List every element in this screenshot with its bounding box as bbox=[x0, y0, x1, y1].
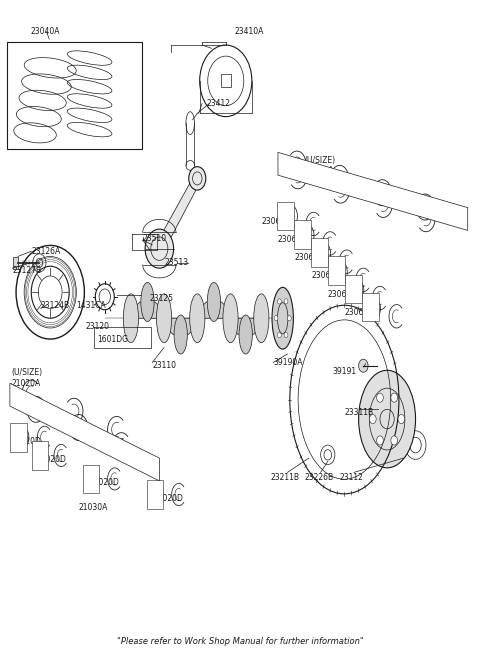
FancyBboxPatch shape bbox=[362, 293, 380, 321]
Text: 39191: 39191 bbox=[333, 367, 357, 376]
Circle shape bbox=[377, 393, 384, 402]
Circle shape bbox=[284, 333, 288, 338]
Ellipse shape bbox=[123, 294, 138, 342]
Text: 23060B: 23060B bbox=[278, 235, 307, 244]
Text: 23060B: 23060B bbox=[295, 253, 324, 262]
FancyBboxPatch shape bbox=[328, 256, 345, 285]
Text: 23410A: 23410A bbox=[235, 27, 264, 36]
Polygon shape bbox=[154, 178, 202, 249]
Ellipse shape bbox=[141, 283, 154, 321]
Text: 23125: 23125 bbox=[150, 295, 174, 303]
Text: 23120: 23120 bbox=[86, 321, 110, 331]
Text: 23060B: 23060B bbox=[261, 217, 291, 226]
Text: 23124B: 23124B bbox=[41, 300, 70, 310]
Circle shape bbox=[277, 333, 281, 338]
Circle shape bbox=[398, 415, 405, 424]
Text: 21020D: 21020D bbox=[12, 437, 41, 445]
FancyBboxPatch shape bbox=[311, 238, 328, 267]
FancyBboxPatch shape bbox=[11, 423, 26, 451]
Text: 21020D: 21020D bbox=[90, 478, 120, 487]
Circle shape bbox=[391, 393, 397, 402]
Polygon shape bbox=[156, 318, 205, 335]
FancyBboxPatch shape bbox=[13, 257, 18, 269]
Text: 21020D: 21020D bbox=[37, 455, 67, 464]
Ellipse shape bbox=[190, 294, 205, 342]
Text: 23311B: 23311B bbox=[344, 408, 373, 417]
Text: 39190A: 39190A bbox=[273, 358, 303, 367]
Text: 23060B: 23060B bbox=[328, 290, 357, 298]
Circle shape bbox=[391, 436, 397, 445]
Text: 23060B: 23060B bbox=[344, 308, 374, 317]
Text: 23040A: 23040A bbox=[31, 27, 60, 36]
FancyBboxPatch shape bbox=[294, 220, 311, 249]
FancyBboxPatch shape bbox=[345, 275, 362, 303]
Circle shape bbox=[377, 436, 384, 445]
Circle shape bbox=[189, 167, 206, 190]
Text: 23513: 23513 bbox=[164, 258, 188, 268]
Ellipse shape bbox=[174, 315, 187, 354]
Text: 23112: 23112 bbox=[340, 473, 363, 482]
Ellipse shape bbox=[254, 294, 269, 342]
Circle shape bbox=[284, 298, 288, 304]
Text: 23211B: 23211B bbox=[271, 473, 300, 482]
Circle shape bbox=[288, 316, 291, 321]
FancyBboxPatch shape bbox=[83, 464, 99, 493]
Circle shape bbox=[370, 415, 376, 424]
FancyBboxPatch shape bbox=[32, 441, 48, 470]
Text: 23127B: 23127B bbox=[12, 266, 41, 276]
Ellipse shape bbox=[156, 294, 172, 342]
FancyBboxPatch shape bbox=[147, 480, 163, 509]
Text: 21020A: 21020A bbox=[12, 379, 41, 388]
Ellipse shape bbox=[359, 370, 416, 468]
Text: 23510: 23510 bbox=[143, 234, 167, 243]
FancyBboxPatch shape bbox=[7, 42, 142, 149]
Text: 23226B: 23226B bbox=[304, 473, 333, 482]
Circle shape bbox=[145, 229, 174, 268]
Polygon shape bbox=[278, 152, 468, 230]
Ellipse shape bbox=[239, 315, 252, 354]
Ellipse shape bbox=[272, 287, 293, 349]
FancyBboxPatch shape bbox=[277, 202, 294, 230]
Circle shape bbox=[277, 298, 281, 304]
Circle shape bbox=[274, 316, 278, 321]
Circle shape bbox=[359, 359, 368, 372]
Text: 23060A: 23060A bbox=[304, 166, 334, 175]
Text: (U/SIZE): (U/SIZE) bbox=[12, 368, 42, 377]
Text: 23412: 23412 bbox=[207, 99, 231, 108]
Text: 21030A: 21030A bbox=[79, 503, 108, 512]
Polygon shape bbox=[123, 302, 172, 318]
Ellipse shape bbox=[223, 294, 238, 342]
Text: 21020D: 21020D bbox=[154, 494, 183, 503]
Text: (U/SIZE): (U/SIZE) bbox=[304, 155, 335, 165]
Text: 23126A: 23126A bbox=[31, 247, 60, 256]
Text: 1601DG: 1601DG bbox=[97, 335, 129, 344]
Text: 23060B: 23060B bbox=[311, 272, 340, 281]
Polygon shape bbox=[223, 318, 269, 335]
Text: 1431CA: 1431CA bbox=[76, 300, 106, 310]
Polygon shape bbox=[10, 383, 159, 481]
Polygon shape bbox=[190, 302, 238, 318]
Ellipse shape bbox=[207, 283, 220, 321]
Text: 23110: 23110 bbox=[152, 361, 176, 369]
Text: "Please refer to Work Shop Manual for further information": "Please refer to Work Shop Manual for fu… bbox=[117, 637, 363, 646]
